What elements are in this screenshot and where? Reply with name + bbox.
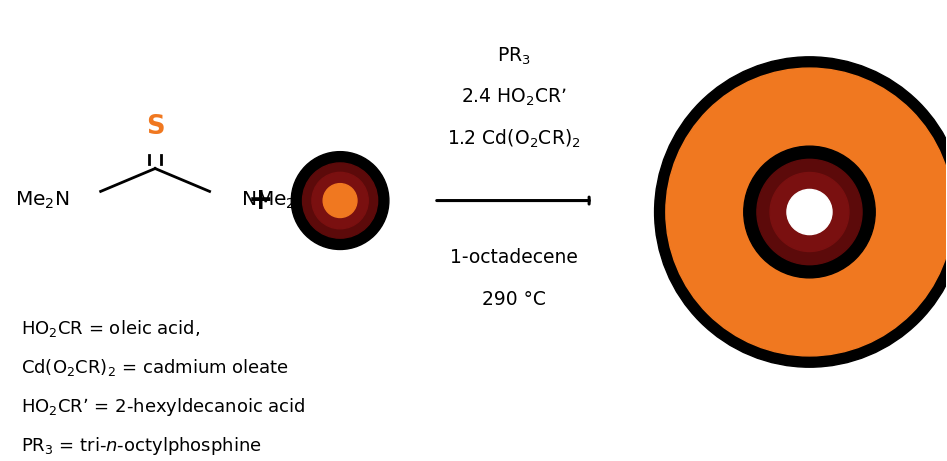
Text: HO$_2$CR’ = 2-hexyldecanoic acid: HO$_2$CR’ = 2-hexyldecanoic acid [21, 396, 306, 418]
Text: 290 °C: 290 °C [482, 290, 545, 308]
Ellipse shape [666, 68, 947, 356]
Text: HO$_2$CR = oleic acid,: HO$_2$CR = oleic acid, [21, 318, 200, 339]
Text: 1-octadecene: 1-octadecene [450, 248, 578, 267]
Ellipse shape [302, 163, 378, 238]
Ellipse shape [292, 152, 389, 249]
Ellipse shape [770, 172, 849, 252]
Text: Me$_2$N: Me$_2$N [15, 190, 70, 211]
Ellipse shape [312, 172, 368, 229]
Text: 1.2 Cd(O$_2$CR)$_2$: 1.2 Cd(O$_2$CR)$_2$ [447, 128, 581, 150]
Text: PR$_3$ = tri-$n$-octylphosphine: PR$_3$ = tri-$n$-octylphosphine [21, 435, 261, 456]
Ellipse shape [757, 160, 862, 265]
Text: NMe$_2$: NMe$_2$ [241, 190, 295, 211]
Ellipse shape [743, 146, 875, 278]
Text: Cd(O$_2$CR)$_2$ = cadmium oleate: Cd(O$_2$CR)$_2$ = cadmium oleate [21, 357, 289, 378]
Ellipse shape [787, 189, 832, 235]
Ellipse shape [654, 57, 947, 367]
Text: 2.4 HO$_2$CR’: 2.4 HO$_2$CR’ [460, 87, 567, 108]
Text: +: + [247, 186, 273, 215]
Text: PR$_3$: PR$_3$ [497, 46, 530, 67]
Ellipse shape [323, 183, 357, 218]
Text: S: S [146, 114, 165, 140]
